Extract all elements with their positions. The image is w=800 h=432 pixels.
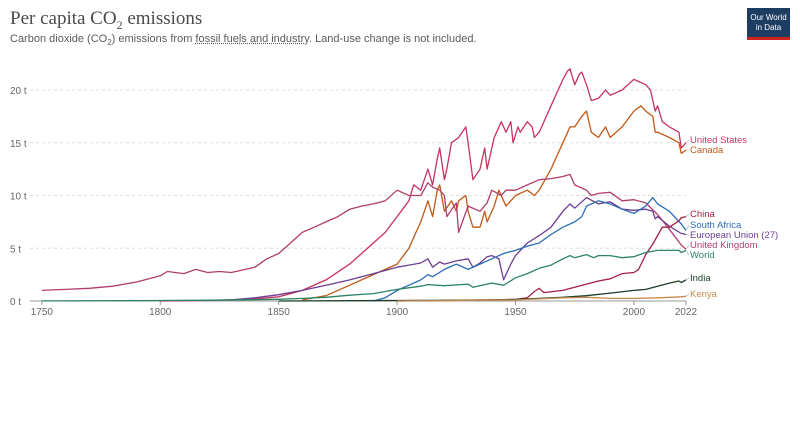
series-label-connector [685,244,690,250]
series-line-china [397,215,687,302]
y-tick-label: 0 t [10,297,21,308]
series-line-european-union-27- [231,196,687,301]
series-label-connector [685,213,690,217]
series-label: World [690,250,715,261]
series-label: European Union (27) [690,230,778,241]
series-line-united-kingdom [41,173,687,292]
x-tick-label: 1850 [268,307,291,318]
series-label: India [690,273,711,284]
series-line-world [41,249,687,302]
y-tick-label: 5 t [10,244,21,255]
x-tick-label: 1800 [149,307,172,318]
series-label-connector [685,139,690,144]
y-tick-label: 10 t [10,192,27,203]
logo-line-1: Our World [750,13,787,22]
x-tick-label: 2022 [675,307,698,318]
x-tick-label: 2000 [623,307,646,318]
y-tick-label: 20 t [10,86,27,97]
chart-title: Per capita CO2 emissions [10,8,203,32]
logo-line-2: in Data [755,23,782,32]
series-label: South Africa [690,220,742,231]
series-label-connector [685,277,690,281]
series-label-connector [685,250,690,256]
logo-accent-bar [747,37,790,40]
owid-logo[interactable]: Our World in Data [747,8,790,40]
series-label-connector [685,293,690,297]
series-label: United States [690,135,747,146]
series-line-united-states [160,68,687,302]
series-label: China [690,209,716,220]
series-label: Canada [690,145,724,156]
series-line-south-africa [373,196,687,302]
y-tick-label: 15 t [10,139,27,150]
fossil-fuels-link[interactable]: fossil fuels and industry [195,33,309,45]
x-tick-label: 1900 [386,307,409,318]
series-line-canada [302,105,687,301]
series-line-kenya [397,295,687,302]
chart-subtitle: Carbon dioxide (CO2) emissions from foss… [10,33,477,48]
x-tick-label: 1750 [31,307,54,318]
series-label: United Kingdom [690,240,758,251]
series-label: Kenya [690,289,718,300]
x-tick-label: 1950 [504,307,527,318]
series-label-connector [685,224,690,231]
